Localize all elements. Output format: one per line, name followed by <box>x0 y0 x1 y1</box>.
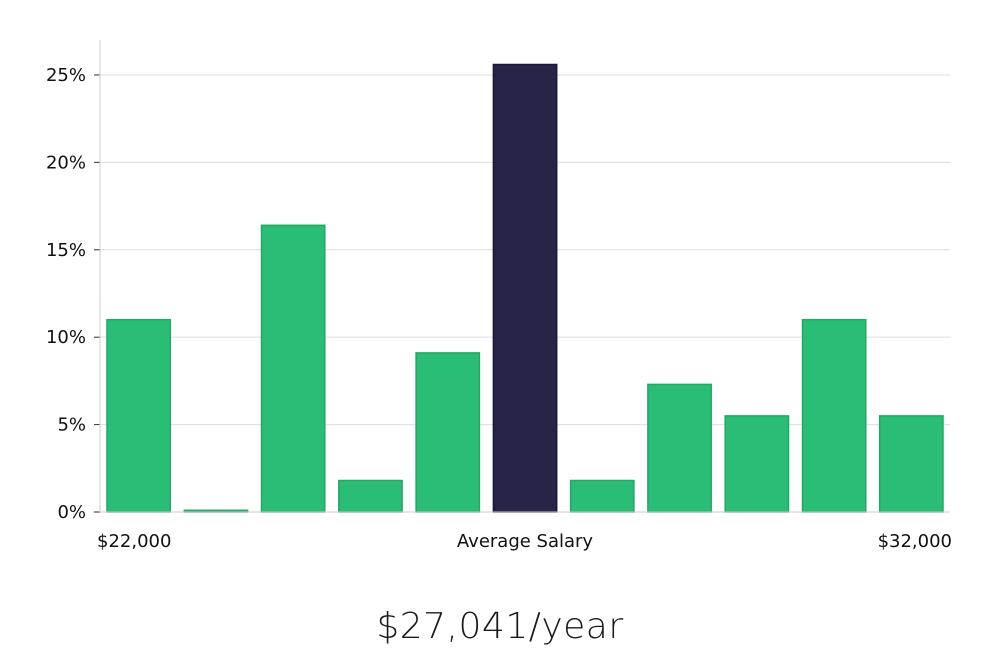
y-tick-label: 20% <box>46 152 86 173</box>
y-tick-label: 25% <box>46 65 86 86</box>
y-tick-label: 15% <box>46 240 86 261</box>
bar <box>801 318 867 513</box>
y-tick-label: 5% <box>57 415 86 436</box>
bar <box>415 352 481 513</box>
bar <box>106 318 172 513</box>
bar <box>878 415 944 513</box>
y-axis-ticks: 0% 5% 10% 15% 20% 25% <box>46 65 100 523</box>
bar <box>569 479 635 513</box>
y-tick-label: 10% <box>46 327 86 348</box>
x-label-max: $32,000 <box>878 531 952 552</box>
y-tick-label: 0% <box>57 502 86 523</box>
x-label-min: $22,000 <box>97 531 171 552</box>
bar <box>724 415 790 513</box>
x-label-center: Average Salary <box>457 531 594 552</box>
bar <box>338 479 403 513</box>
chart-canvas: 0%5%10%15%20%25% $22,000 Average Salary … <box>46 40 952 552</box>
bars <box>106 63 944 513</box>
average-salary-value: $27,041/year <box>376 606 624 647</box>
bar-average-highlight <box>492 63 558 513</box>
bar <box>260 224 326 513</box>
bar <box>647 383 712 513</box>
